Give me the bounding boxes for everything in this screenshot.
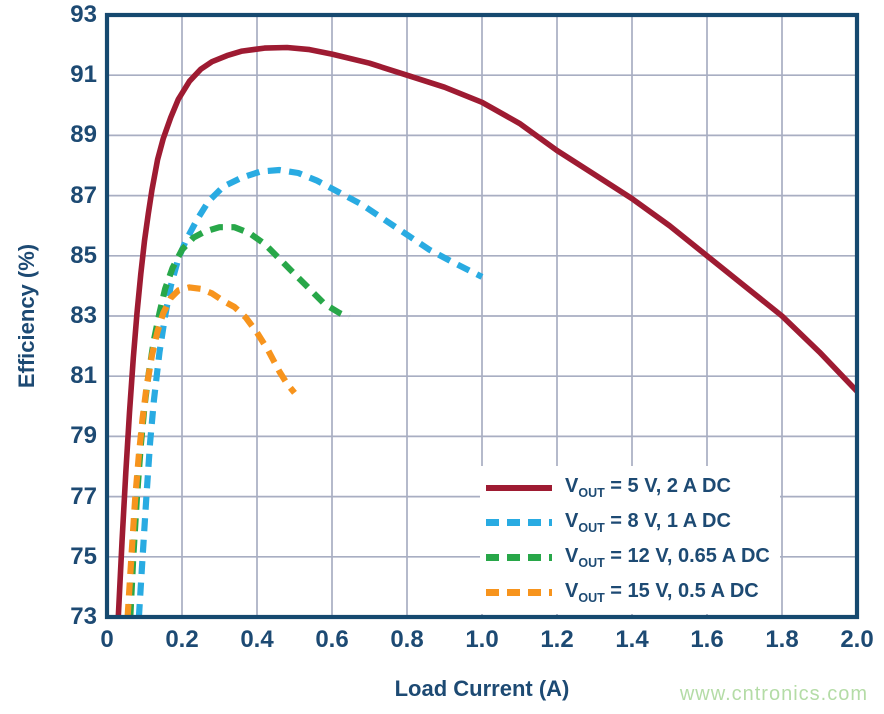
x-tick-label: 0.8 [390, 626, 424, 653]
series-vout-5v [115, 44, 860, 618]
legend-label: VOUT = 5 V, 2 A DC [565, 475, 731, 500]
y-tick-label: 89 [70, 121, 97, 149]
x-tick-label: 1.2 [540, 626, 574, 653]
series-vout-15v [124, 284, 297, 618]
series-vout-8v [135, 166, 484, 618]
x-tick-label: 0.6 [315, 626, 349, 653]
y-tick-label: 91 [70, 61, 97, 89]
legend-swatch-dashed [486, 554, 552, 561]
x-tick-label: 0 [100, 626, 114, 653]
y-tick-label: 77 [70, 482, 97, 510]
legend-item-vout-8v: VOUT = 8 V, 1 A DC [486, 505, 770, 540]
legend-item-vout-15v: VOUT = 15 V, 0.5 A DC [486, 575, 770, 610]
y-tick-label: 75 [70, 542, 97, 570]
x-axis-title: Load Current (A) [394, 676, 570, 701]
legend-label: VOUT = 12 V, 0.65 A DC [565, 545, 770, 570]
series-vout-12v [127, 224, 351, 618]
legend-item-vout-12v: VOUT = 12 V, 0.65 A DC [486, 540, 770, 575]
x-tick-label: 0.2 [165, 626, 199, 653]
y-tick-label: 87 [70, 181, 97, 209]
y-tick-label: 93 [70, 1, 97, 28]
x-tick-label: 1.4 [615, 626, 649, 653]
y-tick-label: 83 [70, 302, 97, 329]
y-tick-label: 73 [70, 603, 97, 630]
legend-item-vout-5v: VOUT = 5 V, 2 A DC [486, 470, 770, 505]
x-tick-label: 1.8 [765, 626, 799, 653]
y-tick-label: 79 [70, 422, 97, 450]
legend-swatch-dashed [486, 589, 552, 596]
x-tick-label: 0.4 [240, 626, 274, 653]
legend-label: VOUT = 15 V, 0.5 A DC [565, 580, 759, 605]
legend-label: VOUT = 8 V, 1 A DC [565, 510, 731, 535]
legend: VOUT = 5 V, 2 A DC VOUT = 8 V, 1 A DC VOUT… [480, 466, 780, 614]
x-tick-label: 1.0 [465, 626, 499, 653]
watermark: www.cntronics.com [679, 683, 868, 705]
legend-swatch-solid [486, 484, 552, 491]
y-tick-label: 81 [70, 362, 97, 390]
x-tick-label: 1.6 [690, 626, 724, 653]
y-tick-label: 85 [70, 241, 97, 269]
plot-border [104, 12, 860, 620]
legend-swatch-dashed [486, 519, 552, 526]
x-tick-label: 2.0 [840, 626, 874, 653]
